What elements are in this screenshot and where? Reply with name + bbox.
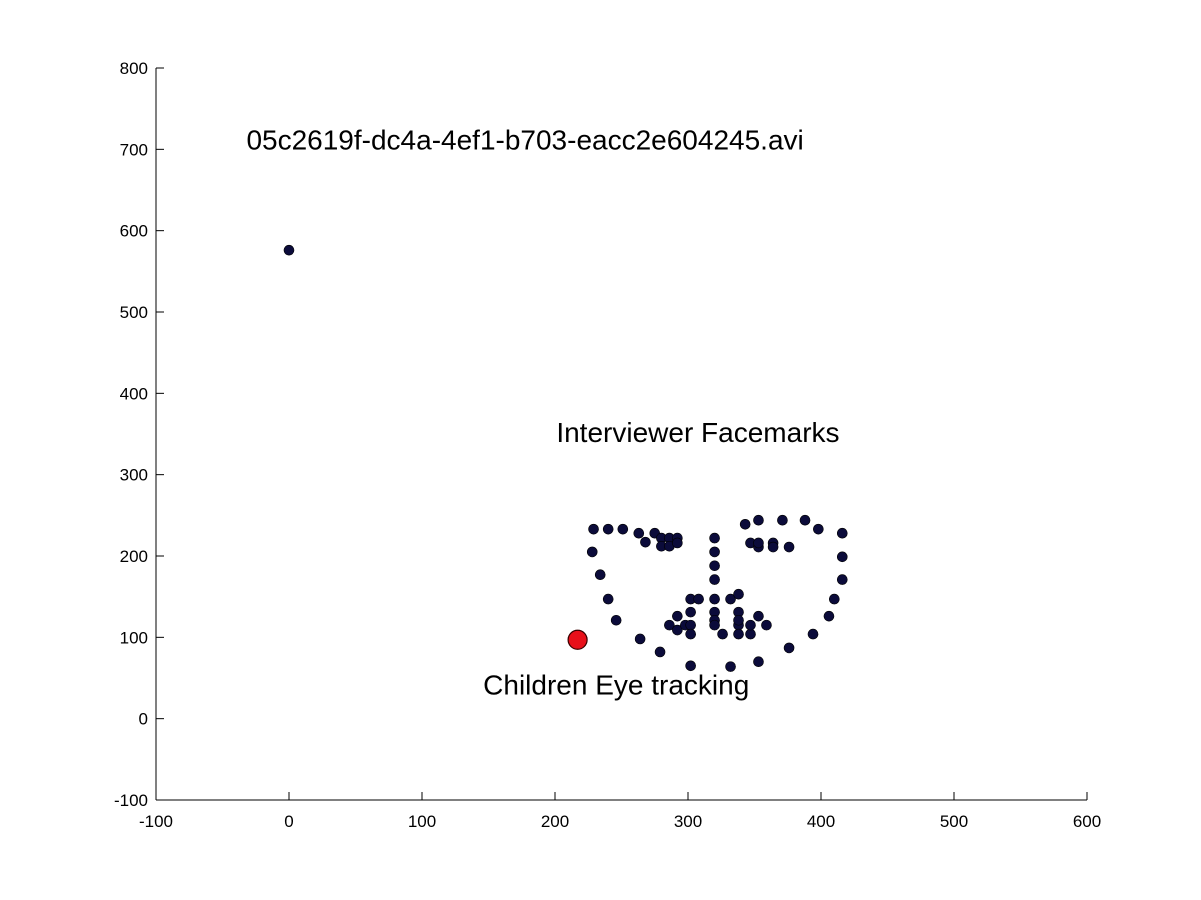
y-tick-label: 500	[120, 303, 148, 322]
y-tick-label: 200	[120, 547, 148, 566]
x-tick-label: 300	[674, 812, 702, 831]
y-tick-label: 400	[120, 384, 148, 403]
facemark-point	[633, 527, 645, 539]
facemark-point	[739, 518, 751, 530]
data-points	[283, 244, 848, 672]
y-tick-label: 100	[120, 628, 148, 647]
filename-annotation: 05c2619f-dc4a-4ef1-b703-eacc2e604245.avi	[246, 124, 803, 155]
facemark-point	[767, 541, 779, 553]
facemark-point	[807, 628, 819, 640]
facemark-point	[836, 551, 848, 563]
facemark-point	[745, 619, 756, 631]
facemark-point	[685, 628, 696, 640]
facemark-point	[823, 610, 835, 622]
y-tick-label: 300	[120, 466, 148, 485]
facemark-point	[725, 661, 736, 672]
facemark-point	[745, 628, 756, 640]
x-tick-label: 0	[284, 812, 293, 831]
x-tick-label: -100	[139, 812, 173, 831]
facemark-point	[602, 593, 614, 605]
facemark-point	[733, 628, 744, 640]
facemark-point	[654, 646, 666, 658]
facemarks-label-annotation: Interviewer Facemarks	[556, 417, 839, 448]
facemark-point	[672, 537, 683, 549]
facemark-point	[610, 614, 622, 626]
x-tick-label: 400	[807, 812, 835, 831]
facemark-point	[709, 593, 720, 605]
facemark-point	[733, 614, 744, 626]
x-tick-label: 600	[1073, 812, 1101, 831]
x-tick-label: 200	[541, 812, 569, 831]
facemark-point	[617, 523, 629, 535]
facemark-point	[836, 574, 848, 585]
x-tick-label: 100	[408, 812, 436, 831]
facemark-point	[602, 523, 614, 535]
facemark-point	[725, 593, 736, 605]
y-tick-label: -100	[114, 791, 148, 810]
facemark-point	[709, 532, 720, 544]
y-tick-label: 600	[120, 222, 148, 241]
facemark-point	[709, 560, 720, 572]
facemark-point	[634, 633, 646, 645]
facemark-point	[588, 523, 599, 535]
facemark-point	[664, 619, 675, 631]
eye-tracking-series	[567, 629, 588, 650]
facemark-point	[693, 593, 704, 605]
facemark-point	[672, 610, 683, 622]
axes: -100 0 100 200 300 400 500 600 -100 0 100 200 300 400…	[114, 59, 1101, 831]
facemark-point	[783, 642, 795, 654]
facemark-point	[836, 527, 848, 539]
facemark-point	[777, 514, 788, 526]
y-tick-label: 800	[120, 59, 148, 78]
facemark-point	[799, 514, 811, 526]
facemark-point	[685, 606, 696, 618]
facemark-point	[753, 537, 764, 549]
x-tick-label: 500	[940, 812, 968, 831]
facemark-point	[761, 619, 772, 631]
facemark-point	[586, 546, 598, 558]
facemark-point	[640, 536, 651, 548]
y-tick-label: 0	[139, 710, 148, 729]
facemark-point	[283, 244, 295, 256]
facemark-point	[685, 619, 696, 631]
facemark-point	[717, 628, 728, 640]
facemark-point	[753, 610, 764, 622]
facemark-point	[813, 523, 824, 535]
eye-label-annotation: Children Eye tracking	[483, 669, 749, 700]
facemarks-series	[283, 244, 848, 672]
facemark-point	[709, 546, 720, 558]
y-tick-label: 700	[120, 140, 148, 159]
facemark-point	[733, 588, 744, 600]
annotations: 05c2619f-dc4a-4ef1-b703-eacc2e604245.avi…	[246, 124, 839, 700]
facemark-point	[783, 541, 795, 553]
facemark-point	[709, 574, 720, 585]
facemark-point	[594, 569, 606, 581]
facemark-point	[672, 624, 683, 636]
facemark-point	[685, 660, 696, 672]
eye-tracking-point	[567, 629, 588, 650]
facemark-point	[753, 656, 764, 668]
facemark-point	[753, 514, 764, 526]
facemark-point	[828, 593, 840, 605]
facemark-point	[709, 619, 720, 631]
